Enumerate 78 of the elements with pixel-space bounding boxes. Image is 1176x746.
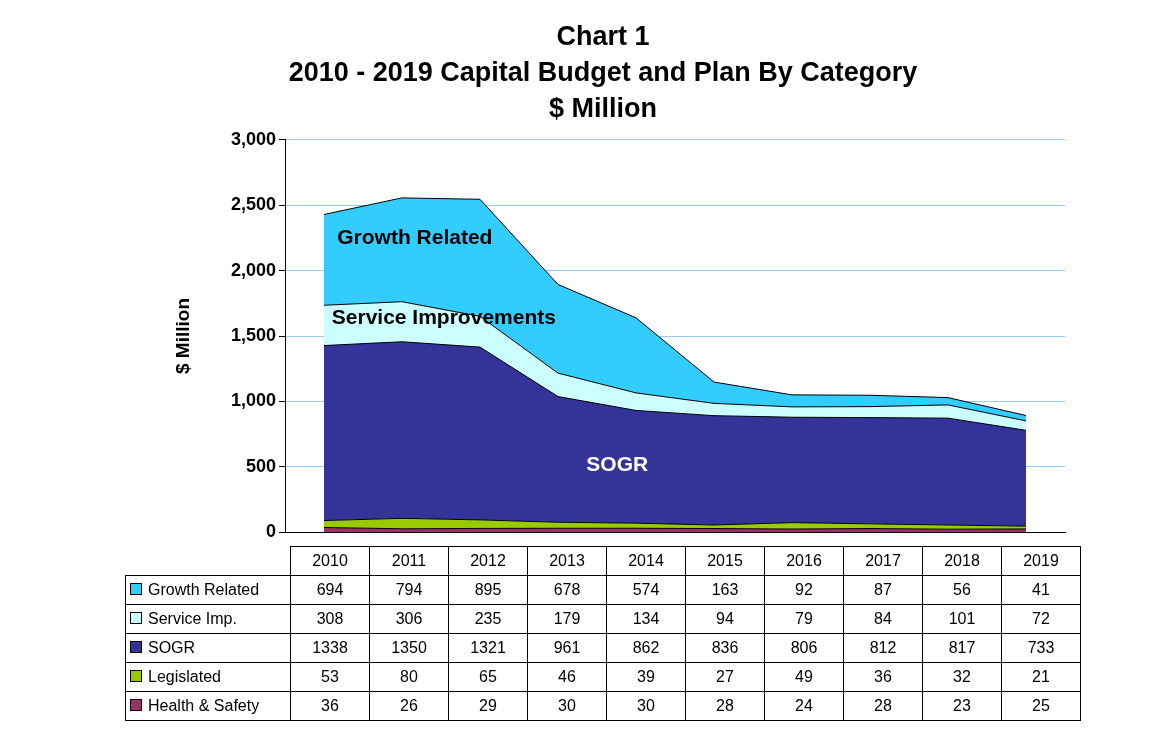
data-label: 94 xyxy=(685,604,765,634)
y-tick-label: 2,000 xyxy=(230,259,276,280)
legend-label: Service Imp. xyxy=(125,604,291,634)
data-label: 30 xyxy=(606,691,686,721)
data-label: 27 xyxy=(685,662,765,692)
data-label: 23 xyxy=(922,691,1002,721)
x-tick-label: 2014 xyxy=(606,546,686,576)
data-label: 46 xyxy=(527,662,607,692)
data-label: 794 xyxy=(369,575,449,605)
data-label: 1338 xyxy=(290,633,370,663)
data-label: 862 xyxy=(606,633,686,663)
data-label: 36 xyxy=(843,662,923,692)
text: $ Million xyxy=(548,92,658,125)
legend-label: Legislated xyxy=(125,662,291,692)
legend-label: Growth Related xyxy=(125,575,291,605)
data-label: 26 xyxy=(369,691,449,721)
data-label: 961 xyxy=(527,633,607,663)
data-label: 1321 xyxy=(448,633,528,663)
data-label: 806 xyxy=(764,633,844,663)
y-tick-label: 2,500 xyxy=(230,194,276,215)
chart-subtitle: 2010 - 2019 Capital Budget and Plan By Category xyxy=(287,56,919,89)
data-label: 163 xyxy=(685,575,765,605)
annotation: Growth Related xyxy=(337,224,493,248)
data-label: 733 xyxy=(1001,633,1081,663)
x-tick-label: 2012 xyxy=(448,546,528,576)
annotation: SOGR xyxy=(586,452,649,476)
x-tick-label: 2017 xyxy=(843,546,923,576)
legend-label: Health & Safety xyxy=(125,691,291,721)
y-tick-label: 0 xyxy=(265,521,276,542)
y-tick-label: 1,500 xyxy=(230,324,276,345)
y-tick-label: 500 xyxy=(245,455,276,476)
data-label: 101 xyxy=(922,604,1002,634)
data-label: 72 xyxy=(1001,604,1081,634)
data-label: 56 xyxy=(922,575,1002,605)
data-label: 29 xyxy=(448,691,528,721)
data-label: 179 xyxy=(527,604,607,634)
x-tick-label: 2010 xyxy=(290,546,370,576)
data-label: 21 xyxy=(1001,662,1081,692)
data-label: 28 xyxy=(843,691,923,721)
data-label: 134 xyxy=(606,604,686,634)
y-tick-label: 3,000 xyxy=(230,128,276,149)
legend-label: SOGR xyxy=(125,633,291,663)
data-label: 30 xyxy=(527,691,607,721)
data-label: 574 xyxy=(606,575,686,605)
data-label: 92 xyxy=(764,575,844,605)
data-label: 79 xyxy=(764,604,844,634)
data-label: 49 xyxy=(764,662,844,692)
x-tick-label: 2011 xyxy=(369,546,449,576)
data-label: 84 xyxy=(843,604,923,634)
y-tick-label: 1,000 xyxy=(230,390,276,411)
data-label: 28 xyxy=(685,691,765,721)
data-label: 32 xyxy=(922,662,1002,692)
x-tick-label: 2016 xyxy=(764,546,844,576)
data-label: 817 xyxy=(922,633,1002,663)
x-tick-label: 2019 xyxy=(1001,546,1081,576)
data-label: 36 xyxy=(290,691,370,721)
data-label: 895 xyxy=(448,575,528,605)
data-label: 235 xyxy=(448,604,528,634)
data-label: 1350 xyxy=(369,633,449,663)
y-axis-title: $ Million xyxy=(171,298,193,374)
data-label: 694 xyxy=(290,575,370,605)
data-label: 39 xyxy=(606,662,686,692)
data-label: 65 xyxy=(448,662,528,692)
chart-title: Chart 1 xyxy=(555,20,651,53)
x-tick-label: 2013 xyxy=(527,546,607,576)
data-label: 678 xyxy=(527,575,607,605)
data-label: 41 xyxy=(1001,575,1081,605)
data-label: 308 xyxy=(290,604,370,634)
x-tick-label: 2018 xyxy=(922,546,1002,576)
x-tick-label: 2015 xyxy=(685,546,765,576)
data-label: 836 xyxy=(685,633,765,663)
data-label: 80 xyxy=(369,662,449,692)
data-label: 25 xyxy=(1001,691,1081,721)
data-label: 87 xyxy=(843,575,923,605)
data-label: 306 xyxy=(369,604,449,634)
data-label: 812 xyxy=(843,633,923,663)
data-label: 24 xyxy=(764,691,844,721)
data-label: 53 xyxy=(290,662,370,692)
